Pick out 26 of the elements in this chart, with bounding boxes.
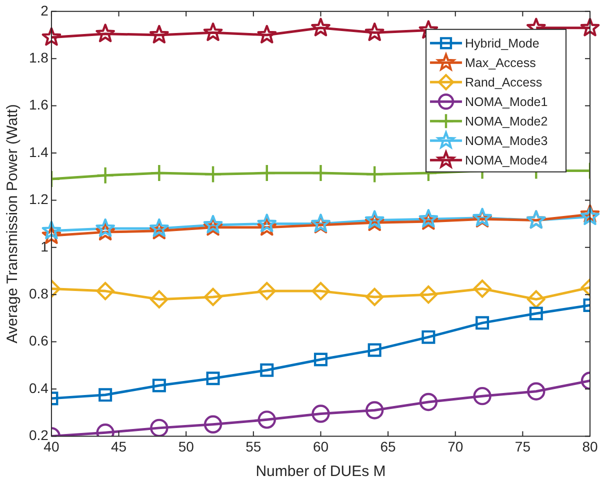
y-tick-label: 0.4 [28, 380, 49, 396]
x-tick-label: 45 [110, 438, 127, 454]
y-tick-label: 0.6 [28, 332, 49, 349]
x-tick-label: 65 [380, 438, 396, 454]
y-tick-label: 1.4 [28, 144, 49, 160]
legend-label: Hybrid_Mode [465, 36, 540, 51]
x-tick-label: 70 [448, 438, 464, 454]
legend-label: Rand_Access [465, 76, 542, 90]
legend-label: NOMA_Mode2 [465, 114, 548, 129]
y-axis-title: Average Transmission Power (Watt) [4, 104, 22, 344]
x-tick-label: 60 [312, 438, 329, 454]
y-tick-label: 1.6 [28, 96, 49, 113]
legend-label: Max_Access [465, 56, 536, 70]
y-tick-label: 1.2 [28, 191, 49, 208]
x-tick-label: 55 [246, 438, 262, 454]
x-tick-label: 75 [514, 438, 531, 454]
x-axis-title: Number of DUEs M [256, 463, 386, 480]
y-tick-label: 2 [40, 2, 49, 18]
legend-label: NOMA_Mode1 [465, 95, 548, 110]
y-tick-label: 0.8 [28, 285, 49, 302]
legend-label: NOMA_Mode4 [465, 154, 548, 168]
legend-label: NOMA_Mode3 [465, 134, 548, 148]
x-tick-label: 80 [582, 438, 598, 454]
y-tick-label: 1.8 [28, 49, 49, 66]
x-tick-label: 50 [178, 438, 194, 454]
y-tick-label: 1 [40, 238, 49, 254]
